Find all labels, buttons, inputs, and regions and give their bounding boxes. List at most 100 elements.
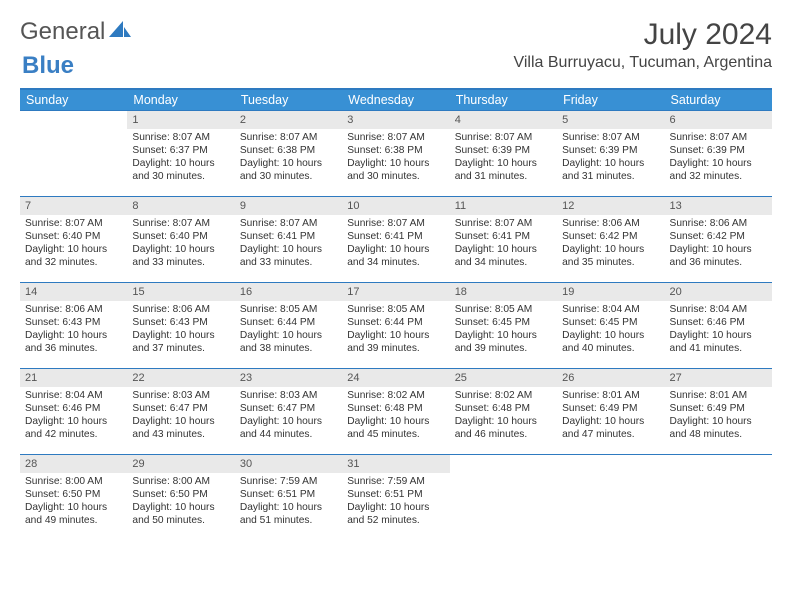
daylight-line1: Daylight: 10 hours bbox=[347, 415, 444, 428]
day-number: 4 bbox=[450, 111, 557, 129]
weekday-header: Wednesday bbox=[342, 89, 449, 111]
sunset-text: Sunset: 6:49 PM bbox=[670, 402, 767, 415]
daylight-line1: Daylight: 10 hours bbox=[132, 157, 229, 170]
sunrise-text: Sunrise: 8:02 AM bbox=[347, 389, 444, 402]
calendar-week-row: 14Sunrise: 8:06 AMSunset: 6:43 PMDayligh… bbox=[20, 283, 772, 369]
day-details: Sunrise: 8:03 AMSunset: 6:47 PMDaylight:… bbox=[235, 387, 342, 445]
day-number: 21 bbox=[20, 369, 127, 387]
calendar-cell: 14Sunrise: 8:06 AMSunset: 6:43 PMDayligh… bbox=[20, 283, 127, 369]
sunrise-text: Sunrise: 8:07 AM bbox=[670, 131, 767, 144]
day-details: Sunrise: 8:02 AMSunset: 6:48 PMDaylight:… bbox=[450, 387, 557, 445]
sunrise-text: Sunrise: 8:07 AM bbox=[240, 217, 337, 230]
day-number: 28 bbox=[20, 455, 127, 473]
day-details: Sunrise: 8:06 AMSunset: 6:42 PMDaylight:… bbox=[557, 215, 664, 273]
daylight-line2: and 30 minutes. bbox=[347, 170, 444, 183]
calendar-cell: 30Sunrise: 7:59 AMSunset: 6:51 PMDayligh… bbox=[235, 455, 342, 541]
sunset-text: Sunset: 6:43 PM bbox=[132, 316, 229, 329]
calendar-cell bbox=[450, 455, 557, 541]
calendar-cell: 18Sunrise: 8:05 AMSunset: 6:45 PMDayligh… bbox=[450, 283, 557, 369]
calendar-cell: 2Sunrise: 8:07 AMSunset: 6:38 PMDaylight… bbox=[235, 111, 342, 197]
daylight-line2: and 34 minutes. bbox=[455, 256, 552, 269]
sunrise-text: Sunrise: 8:06 AM bbox=[562, 217, 659, 230]
day-details: Sunrise: 8:07 AMSunset: 6:41 PMDaylight:… bbox=[450, 215, 557, 273]
day-number: 6 bbox=[665, 111, 772, 129]
day-number: 30 bbox=[235, 455, 342, 473]
day-number: 25 bbox=[450, 369, 557, 387]
sunrise-text: Sunrise: 8:05 AM bbox=[347, 303, 444, 316]
daylight-line2: and 47 minutes. bbox=[562, 428, 659, 441]
sunset-text: Sunset: 6:46 PM bbox=[25, 402, 122, 415]
brand-logo: General bbox=[20, 18, 131, 46]
sunset-text: Sunset: 6:49 PM bbox=[562, 402, 659, 415]
calendar-cell: 16Sunrise: 8:05 AMSunset: 6:44 PMDayligh… bbox=[235, 283, 342, 369]
sunset-text: Sunset: 6:38 PM bbox=[240, 144, 337, 157]
sunset-text: Sunset: 6:44 PM bbox=[240, 316, 337, 329]
day-details: Sunrise: 8:07 AMSunset: 6:39 PMDaylight:… bbox=[557, 129, 664, 187]
day-details: Sunrise: 8:07 AMSunset: 6:38 PMDaylight:… bbox=[342, 129, 449, 187]
calendar-week-row: 1Sunrise: 8:07 AMSunset: 6:37 PMDaylight… bbox=[20, 111, 772, 197]
sunrise-text: Sunrise: 8:00 AM bbox=[25, 475, 122, 488]
daylight-line1: Daylight: 10 hours bbox=[240, 501, 337, 514]
calendar-table: SundayMondayTuesdayWednesdayThursdayFrid… bbox=[20, 88, 772, 541]
day-number: 19 bbox=[557, 283, 664, 301]
calendar-cell bbox=[20, 111, 127, 197]
daylight-line1: Daylight: 10 hours bbox=[562, 329, 659, 342]
sunset-text: Sunset: 6:44 PM bbox=[347, 316, 444, 329]
sunrise-text: Sunrise: 8:04 AM bbox=[670, 303, 767, 316]
day-details: Sunrise: 8:05 AMSunset: 6:45 PMDaylight:… bbox=[450, 301, 557, 359]
day-number: 29 bbox=[127, 455, 234, 473]
calendar-cell: 7Sunrise: 8:07 AMSunset: 6:40 PMDaylight… bbox=[20, 197, 127, 283]
day-details: Sunrise: 8:07 AMSunset: 6:40 PMDaylight:… bbox=[20, 215, 127, 273]
day-details: Sunrise: 8:07 AMSunset: 6:40 PMDaylight:… bbox=[127, 215, 234, 273]
calendar-cell: 8Sunrise: 8:07 AMSunset: 6:40 PMDaylight… bbox=[127, 197, 234, 283]
day-details: Sunrise: 8:01 AMSunset: 6:49 PMDaylight:… bbox=[557, 387, 664, 445]
daylight-line1: Daylight: 10 hours bbox=[347, 243, 444, 256]
weekday-header: Monday bbox=[127, 89, 234, 111]
calendar-cell: 25Sunrise: 8:02 AMSunset: 6:48 PMDayligh… bbox=[450, 369, 557, 455]
calendar-cell: 31Sunrise: 7:59 AMSunset: 6:51 PMDayligh… bbox=[342, 455, 449, 541]
daylight-line2: and 40 minutes. bbox=[562, 342, 659, 355]
calendar-cell: 6Sunrise: 8:07 AMSunset: 6:39 PMDaylight… bbox=[665, 111, 772, 197]
daylight-line1: Daylight: 10 hours bbox=[455, 157, 552, 170]
sunset-text: Sunset: 6:40 PM bbox=[25, 230, 122, 243]
daylight-line1: Daylight: 10 hours bbox=[562, 243, 659, 256]
weekday-header: Thursday bbox=[450, 89, 557, 111]
calendar-cell: 23Sunrise: 8:03 AMSunset: 6:47 PMDayligh… bbox=[235, 369, 342, 455]
day-details: Sunrise: 8:01 AMSunset: 6:49 PMDaylight:… bbox=[665, 387, 772, 445]
sunrise-text: Sunrise: 8:07 AM bbox=[132, 217, 229, 230]
sunrise-text: Sunrise: 8:07 AM bbox=[132, 131, 229, 144]
daylight-line1: Daylight: 10 hours bbox=[132, 501, 229, 514]
day-number: 20 bbox=[665, 283, 772, 301]
day-details: Sunrise: 8:04 AMSunset: 6:45 PMDaylight:… bbox=[557, 301, 664, 359]
day-number: 15 bbox=[127, 283, 234, 301]
calendar-cell: 1Sunrise: 8:07 AMSunset: 6:37 PMDaylight… bbox=[127, 111, 234, 197]
day-details: Sunrise: 8:00 AMSunset: 6:50 PMDaylight:… bbox=[20, 473, 127, 531]
daylight-line2: and 41 minutes. bbox=[670, 342, 767, 355]
daylight-line1: Daylight: 10 hours bbox=[132, 243, 229, 256]
calendar-cell: 5Sunrise: 8:07 AMSunset: 6:39 PMDaylight… bbox=[557, 111, 664, 197]
daylight-line2: and 30 minutes. bbox=[132, 170, 229, 183]
title-block: July 2024 Villa Burruyacu, Tucuman, Arge… bbox=[513, 18, 772, 72]
day-number: 12 bbox=[557, 197, 664, 215]
sunset-text: Sunset: 6:48 PM bbox=[455, 402, 552, 415]
daylight-line1: Daylight: 10 hours bbox=[25, 329, 122, 342]
day-details: Sunrise: 8:06 AMSunset: 6:43 PMDaylight:… bbox=[127, 301, 234, 359]
day-number: 9 bbox=[235, 197, 342, 215]
sunrise-text: Sunrise: 8:07 AM bbox=[25, 217, 122, 230]
sail-icon bbox=[109, 18, 131, 46]
calendar-week-row: 28Sunrise: 8:00 AMSunset: 6:50 PMDayligh… bbox=[20, 455, 772, 541]
sunrise-text: Sunrise: 8:01 AM bbox=[562, 389, 659, 402]
daylight-line2: and 32 minutes. bbox=[25, 256, 122, 269]
sunset-text: Sunset: 6:39 PM bbox=[455, 144, 552, 157]
sunset-text: Sunset: 6:45 PM bbox=[562, 316, 659, 329]
daylight-line2: and 43 minutes. bbox=[132, 428, 229, 441]
daylight-line1: Daylight: 10 hours bbox=[670, 329, 767, 342]
sunrise-text: Sunrise: 8:04 AM bbox=[562, 303, 659, 316]
daylight-line2: and 31 minutes. bbox=[562, 170, 659, 183]
sunset-text: Sunset: 6:51 PM bbox=[347, 488, 444, 501]
daylight-line1: Daylight: 10 hours bbox=[240, 243, 337, 256]
daylight-line1: Daylight: 10 hours bbox=[670, 415, 767, 428]
daylight-line2: and 45 minutes. bbox=[347, 428, 444, 441]
calendar-cell: 19Sunrise: 8:04 AMSunset: 6:45 PMDayligh… bbox=[557, 283, 664, 369]
daylight-line1: Daylight: 10 hours bbox=[132, 415, 229, 428]
